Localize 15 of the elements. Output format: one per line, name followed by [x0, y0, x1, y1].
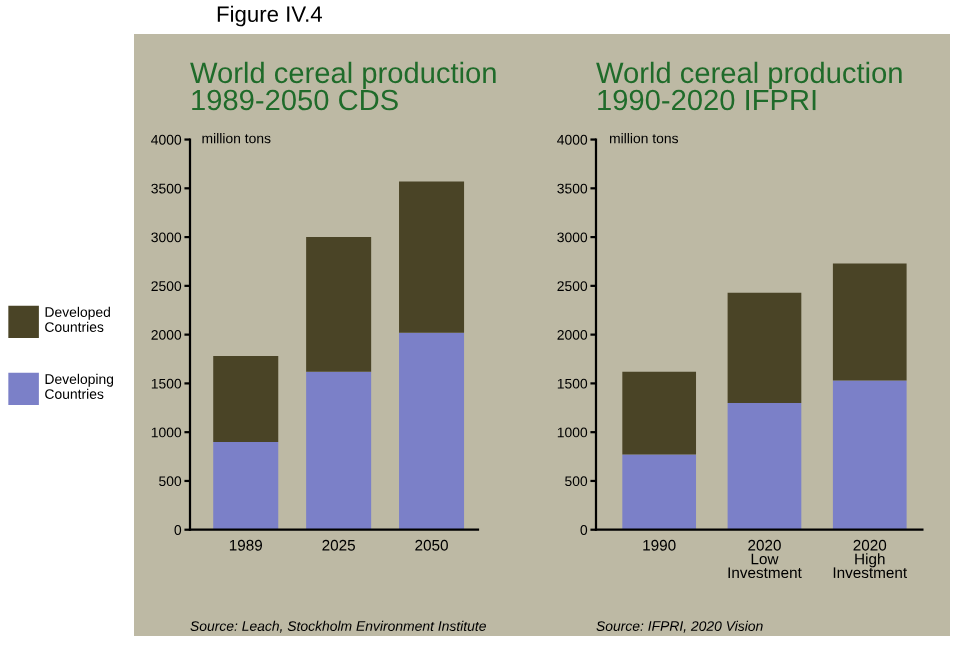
bar — [832, 380, 907, 530]
bar — [399, 332, 465, 530]
bar — [727, 402, 802, 530]
chart-title: World cereal production 1989-2050 CDS — [190, 61, 496, 111]
chart-title: World cereal production 1990-2020 IFPRI — [596, 61, 902, 111]
bar — [306, 237, 372, 372]
bar — [306, 371, 372, 530]
bar — [399, 181, 465, 333]
bar — [832, 263, 907, 381]
bar — [622, 371, 697, 455]
bar — [213, 356, 279, 442]
text: Figure IV.4 — [217, 5, 323, 27]
bar — [213, 441, 279, 530]
bar — [622, 454, 697, 530]
bar — [727, 292, 802, 403]
